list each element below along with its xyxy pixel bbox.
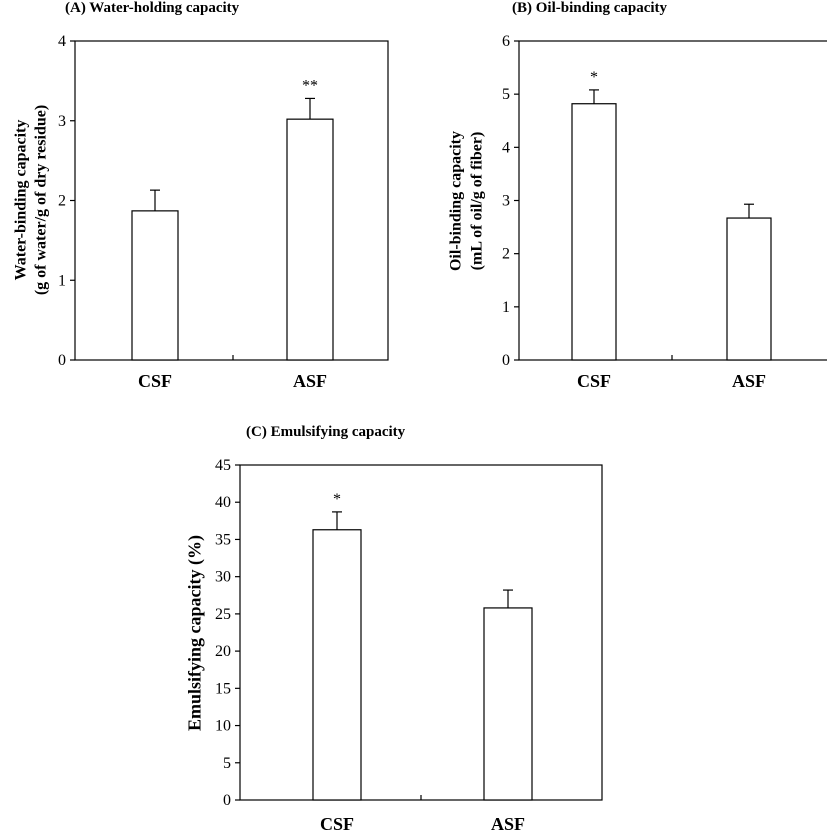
bar bbox=[571, 103, 617, 361]
y-axis-label: Oil-binding capacity bbox=[448, 131, 465, 271]
bar bbox=[726, 217, 772, 361]
plot-frame bbox=[239, 464, 603, 801]
y-tick-label: 45 bbox=[215, 457, 231, 474]
y-tick-label: 1 bbox=[58, 272, 66, 289]
x-category-label: CSF bbox=[138, 371, 172, 391]
y-tick-label: 5 bbox=[502, 86, 510, 103]
y-tick-label: 2 bbox=[58, 193, 66, 210]
y-tick-label: 10 bbox=[215, 718, 231, 735]
y-axis-label: (mL of oil/g of fiber) bbox=[469, 132, 486, 271]
bar bbox=[286, 118, 334, 361]
y-tick-label: 25 bbox=[215, 606, 231, 623]
bar bbox=[131, 210, 179, 361]
y-tick-label: 15 bbox=[215, 680, 231, 697]
y-tick-label: 5 bbox=[223, 755, 231, 772]
x-category-label: ASF bbox=[491, 814, 525, 834]
chart-title: (B) Oil-binding capacity bbox=[512, 0, 668, 16]
y-tick-label: 20 bbox=[215, 643, 231, 660]
significance-marker: * bbox=[590, 69, 598, 86]
y-tick-label: 3 bbox=[58, 113, 66, 130]
y-axis-label: Emulsifying capacity (%) bbox=[184, 535, 205, 731]
bar bbox=[483, 607, 533, 801]
y-tick-label: 6 bbox=[502, 33, 510, 50]
x-category-label: CSF bbox=[320, 814, 354, 834]
chart-title: (C) Emulsifying capacity bbox=[246, 424, 406, 440]
chart-title: (A) Water-holding capacity bbox=[65, 0, 240, 16]
significance-marker: * bbox=[333, 491, 341, 508]
y-tick-label: 30 bbox=[215, 569, 231, 586]
y-axis-label: (g of water/g of dry residue) bbox=[33, 105, 50, 295]
bar bbox=[312, 529, 362, 801]
y-tick-label: 35 bbox=[215, 531, 231, 548]
y-tick-label: 4 bbox=[58, 33, 66, 50]
plot-frame bbox=[518, 40, 827, 361]
x-category-label: ASF bbox=[732, 371, 766, 391]
plot-frame bbox=[74, 40, 389, 361]
y-tick-label: 1 bbox=[502, 299, 510, 316]
y-tick-label: 4 bbox=[502, 139, 510, 156]
y-tick-label: 0 bbox=[223, 792, 231, 809]
y-tick-label: 3 bbox=[502, 193, 510, 210]
significance-marker: ** bbox=[302, 77, 318, 94]
y-tick-label: 0 bbox=[58, 352, 66, 369]
y-axis-label: Water-binding capacity bbox=[13, 120, 30, 281]
x-category-label: CSF bbox=[577, 371, 611, 391]
y-tick-label: 40 bbox=[215, 494, 231, 511]
x-category-label: ASF bbox=[293, 371, 327, 391]
y-tick-label: 2 bbox=[502, 246, 510, 263]
y-tick-label: 0 bbox=[502, 352, 510, 369]
